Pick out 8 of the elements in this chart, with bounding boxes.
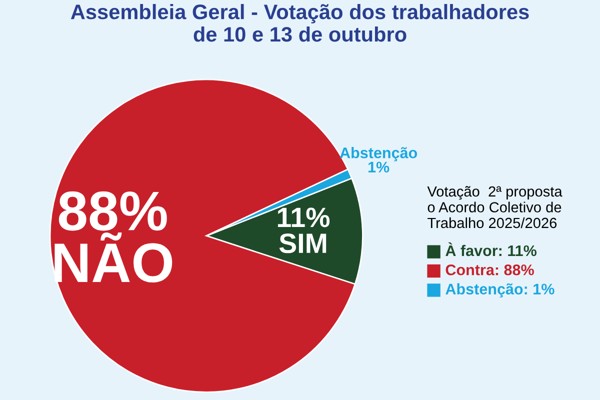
slice-label: 88% NÃO — [54, 191, 172, 283]
text: À favor: 11% — [446, 242, 537, 256]
text: Abstenção: 1% — [446, 283, 554, 298]
text: Contra: 88% — [446, 264, 534, 276]
legend-title: Votação 2ª proposta o Acordo Coletivo de Trabalho 2025/2026 — [427, 186, 562, 228]
chart-title: Assembleia Geral - Votação dos trabalhadores de 10 e 13 de outubro — [70, 4, 529, 42]
slice-label: Abstenção 1% — [340, 147, 418, 172]
slice-label: 11% SIM — [278, 208, 330, 254]
